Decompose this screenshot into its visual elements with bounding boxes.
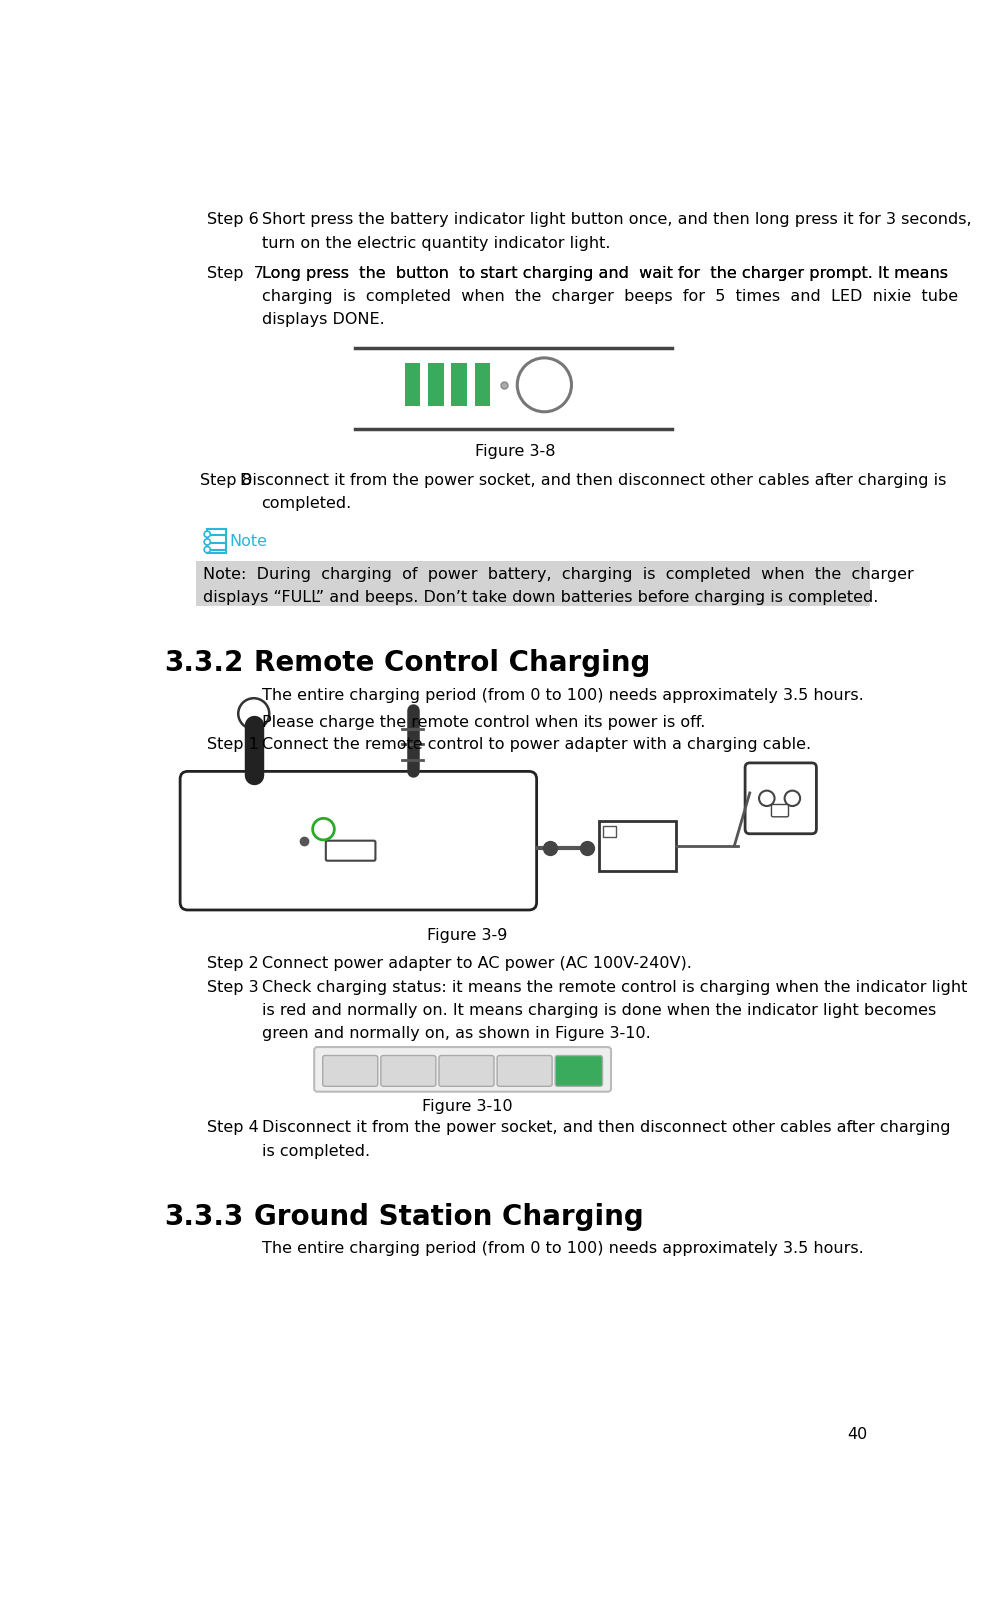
- Text: Check charging status: it means the remote control is charging when the indicato: Check charging status: it means the remo…: [262, 980, 967, 995]
- Text: Step  7: Step 7: [207, 266, 264, 281]
- Bar: [428, 364, 444, 407]
- Text: Step 4: Step 4: [207, 1120, 259, 1134]
- Text: Please charge the remote control when its power is off.: Please charge the remote control when it…: [262, 716, 705, 730]
- Text: green and normally on, as shown in Figure 3-10.: green and normally on, as shown in Figur…: [262, 1026, 651, 1040]
- Text: Note:  During  charging  of  power  battery,  charging  is  completed  when  the: Note: During charging of power battery, …: [203, 566, 914, 581]
- Text: Remote Control Charging: Remote Control Charging: [254, 649, 651, 677]
- FancyBboxPatch shape: [322, 1057, 378, 1087]
- Text: displays “FULL” and beeps. Don’t take down batteries before charging is complete: displays “FULL” and beeps. Don’t take do…: [203, 589, 879, 604]
- FancyBboxPatch shape: [745, 763, 817, 834]
- Circle shape: [204, 547, 210, 553]
- FancyBboxPatch shape: [771, 805, 788, 818]
- Text: is completed.: is completed.: [262, 1143, 370, 1157]
- Text: Long press  the  button  to start charging and  wait for  the charger prompt. It: Long press the button to start charging …: [262, 266, 948, 281]
- Text: Step 6: Step 6: [207, 211, 259, 227]
- Text: turn on the electric quantity indicator light.: turn on the electric quantity indicator …: [262, 237, 610, 252]
- Text: Step 3: Step 3: [207, 980, 259, 995]
- Text: is red and normally on. It means charging is done when the indicator light becom: is red and normally on. It means chargin…: [262, 1003, 936, 1018]
- Text: completed.: completed.: [262, 495, 351, 511]
- Text: Ground Station Charging: Ground Station Charging: [254, 1203, 643, 1230]
- Bar: [474, 364, 490, 407]
- Text: Short press the battery indicator light button once, and then long press it for : Short press the battery indicator light …: [262, 211, 971, 227]
- Text: Disconnect it from the power socket, and then disconnect other cables after char: Disconnect it from the power socket, and…: [262, 1120, 950, 1134]
- FancyBboxPatch shape: [326, 841, 376, 862]
- Text: Step 2: Step 2: [207, 954, 259, 971]
- Text: 40: 40: [847, 1427, 868, 1441]
- Text: Figure 3-10: Figure 3-10: [422, 1099, 513, 1113]
- Text: Connect the remote control to power adapter with a charging cable.: Connect the remote control to power adap…: [262, 737, 811, 751]
- Bar: [598, 821, 676, 872]
- Text: 3.3.2: 3.3.2: [164, 649, 244, 677]
- Text: Disconnect it from the power socket, and then disconnect other cables after char: Disconnect it from the power socket, and…: [240, 472, 947, 487]
- Bar: [405, 364, 420, 407]
- Text: Step 1: Step 1: [207, 737, 259, 751]
- FancyBboxPatch shape: [381, 1057, 436, 1087]
- Circle shape: [204, 539, 210, 545]
- Circle shape: [204, 532, 210, 537]
- Text: Figure 3-9: Figure 3-9: [427, 927, 508, 943]
- Bar: [195, 562, 870, 607]
- Text: displays DONE.: displays DONE.: [262, 312, 385, 326]
- Text: charging  is  completed  when  the  charger  beeps  for  5  times  and  LED  nix: charging is completed when the charger b…: [262, 289, 958, 304]
- FancyBboxPatch shape: [497, 1057, 552, 1087]
- Bar: [603, 826, 615, 837]
- Text: Figure 3-8: Figure 3-8: [475, 443, 556, 458]
- Text: Long press  the  button  to start charging and  wait for  the charger prompt. It: Long press the button to start charging …: [262, 266, 948, 281]
- Text: Note: Note: [229, 534, 267, 549]
- Text: Connect power adapter to AC power (AC 100V-240V).: Connect power adapter to AC power (AC 10…: [262, 954, 692, 971]
- Bar: [451, 364, 467, 407]
- FancyBboxPatch shape: [180, 773, 537, 911]
- FancyBboxPatch shape: [439, 1057, 494, 1087]
- Text: Step 8: Step 8: [199, 472, 252, 487]
- Text: The entire charging period (from 0 to 100) needs approximately 3.5 hours.: The entire charging period (from 0 to 10…: [262, 1240, 863, 1256]
- FancyBboxPatch shape: [314, 1047, 611, 1092]
- Text: 3.3.3: 3.3.3: [164, 1203, 244, 1230]
- FancyBboxPatch shape: [207, 529, 226, 553]
- Text: The entire charging period (from 0 to 100) needs approximately 3.5 hours.: The entire charging period (from 0 to 10…: [262, 687, 863, 703]
- FancyBboxPatch shape: [555, 1057, 602, 1087]
